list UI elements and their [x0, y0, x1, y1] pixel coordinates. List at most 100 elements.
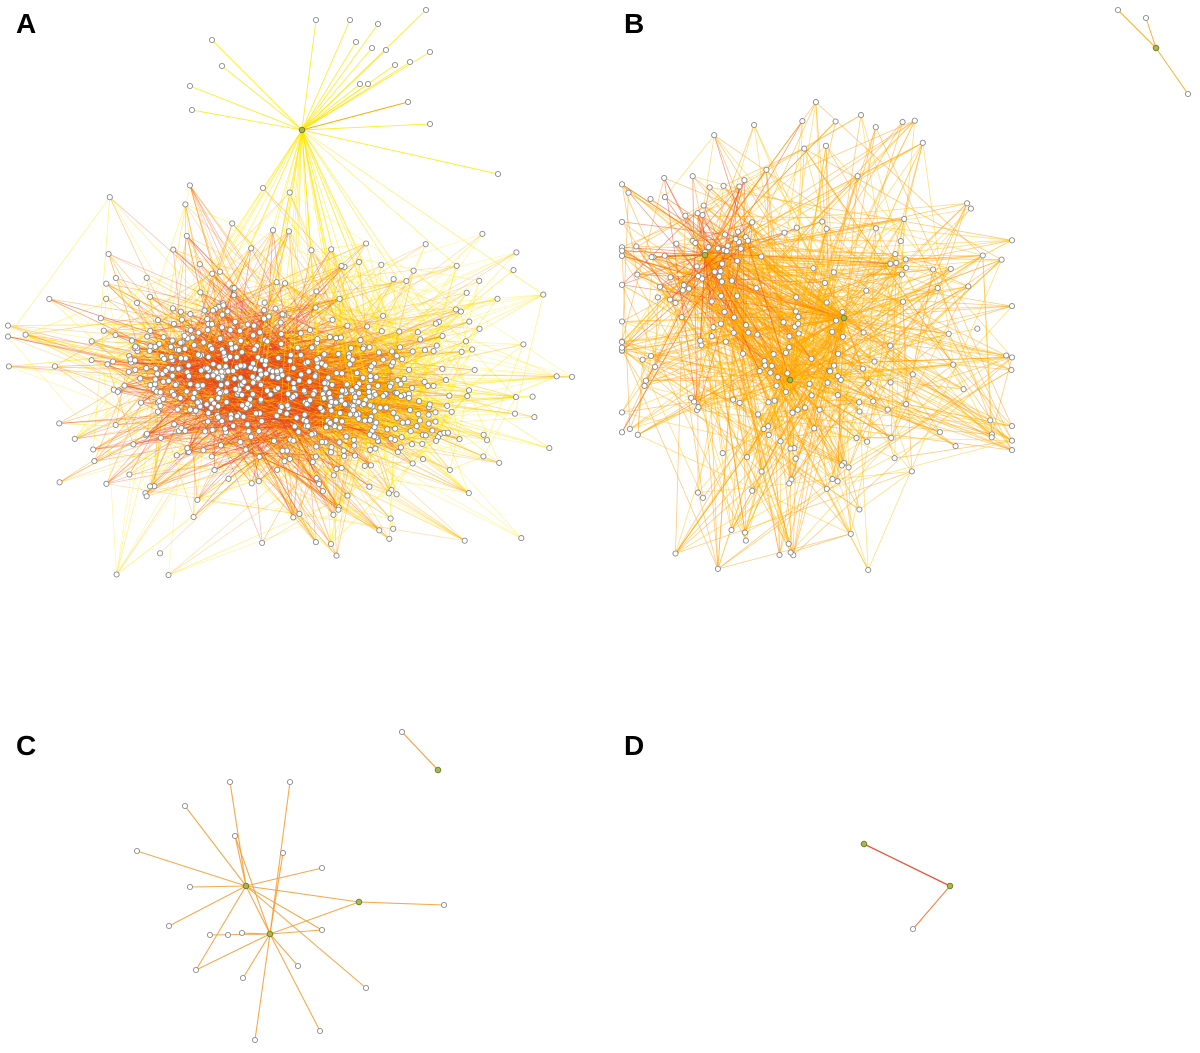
network-node — [919, 139, 926, 146]
network-node — [799, 118, 806, 125]
network-node — [387, 435, 394, 442]
network-edge — [7, 323, 174, 326]
network-edge — [146, 204, 186, 434]
network-node — [409, 384, 416, 391]
edges-layer — [7, 9, 573, 576]
network-node — [352, 38, 360, 46]
network-node — [328, 444, 335, 451]
network-node — [826, 368, 834, 375]
network-node — [397, 381, 404, 388]
network-node — [112, 421, 119, 429]
network-node — [730, 396, 737, 403]
network-edge — [621, 254, 706, 433]
network-node — [618, 429, 626, 436]
network-node — [250, 379, 257, 386]
network-node — [728, 277, 735, 284]
network-node — [398, 434, 405, 441]
network-node — [697, 337, 704, 344]
hub-node — [434, 766, 442, 774]
network-node — [192, 966, 200, 974]
network-node — [353, 369, 360, 377]
network-node — [46, 295, 53, 303]
network-node — [183, 388, 190, 395]
network-node — [312, 16, 320, 24]
network-node — [822, 142, 830, 149]
network-node — [285, 390, 292, 397]
network-node — [773, 382, 780, 389]
network-node — [785, 540, 792, 547]
network-node — [154, 408, 162, 415]
network-node — [1114, 6, 1122, 14]
network-node — [152, 365, 159, 372]
network-node — [259, 184, 267, 192]
network-node — [147, 293, 154, 300]
network-node — [471, 366, 478, 374]
network-edge — [316, 375, 557, 479]
network-node — [762, 362, 769, 369]
network-node — [367, 402, 374, 409]
network-node — [717, 320, 724, 327]
network-node — [248, 433, 255, 440]
network-node — [396, 344, 404, 351]
network-node — [231, 285, 238, 292]
network-edge — [752, 202, 968, 223]
network-node — [169, 337, 176, 344]
network-node — [144, 333, 151, 340]
network-edge — [145, 468, 337, 494]
network-node — [5, 363, 12, 370]
network-node — [654, 294, 661, 301]
network-node — [409, 460, 416, 467]
network-node — [114, 388, 121, 395]
network-edge — [859, 471, 913, 510]
network-node — [244, 421, 251, 428]
network-node — [364, 80, 372, 88]
network-node — [830, 269, 837, 276]
network-node — [170, 246, 177, 253]
network-node — [257, 396, 264, 403]
network-node — [185, 362, 192, 369]
network-node — [794, 406, 801, 413]
network-node — [714, 245, 721, 252]
network-node — [175, 365, 182, 372]
network-edge — [338, 507, 391, 519]
network-node — [88, 357, 95, 364]
network-node — [742, 322, 750, 329]
network-node — [618, 181, 626, 188]
network-node — [187, 327, 194, 334]
network-node — [642, 377, 649, 384]
network-edge — [1155, 47, 1189, 95]
network-edge — [406, 280, 517, 398]
network-node — [223, 399, 230, 406]
network-node — [433, 437, 440, 444]
network-node — [1008, 447, 1016, 454]
network-edge — [25, 334, 161, 393]
network-node — [699, 494, 707, 501]
network-node — [751, 121, 758, 129]
network-node — [154, 370, 161, 377]
network-node — [209, 426, 216, 433]
network-node — [172, 381, 179, 388]
network-node — [626, 425, 633, 433]
network-node — [776, 551, 783, 559]
network-node — [373, 374, 380, 381]
network-node — [758, 468, 765, 475]
network-node — [414, 329, 421, 336]
network-node — [480, 453, 487, 460]
network-node — [520, 341, 527, 348]
network-node — [346, 16, 354, 24]
network-node — [332, 399, 339, 406]
network-edge — [367, 326, 421, 340]
network-node — [661, 194, 668, 201]
network-node — [244, 384, 251, 391]
network-node — [839, 308, 846, 316]
network-node — [744, 237, 751, 244]
network-node — [277, 319, 284, 326]
network-node — [718, 278, 725, 285]
network-node — [388, 348, 396, 355]
network-node — [392, 425, 399, 432]
nodes-layer — [860, 840, 954, 933]
network-node — [290, 364, 297, 372]
network-node — [494, 170, 502, 178]
network-node — [1003, 352, 1010, 359]
network-node — [319, 488, 326, 495]
